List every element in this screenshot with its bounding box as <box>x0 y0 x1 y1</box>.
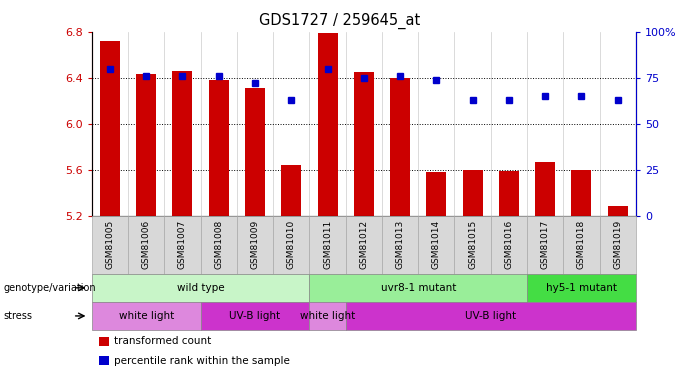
Text: GSM81017: GSM81017 <box>541 220 549 269</box>
Text: genotype/variation: genotype/variation <box>3 283 96 293</box>
Text: transformed count: transformed count <box>114 336 211 346</box>
Bar <box>136 74 156 216</box>
Text: stress: stress <box>3 311 33 321</box>
Text: GSM81019: GSM81019 <box>613 220 622 269</box>
Text: GSM81008: GSM81008 <box>214 220 223 269</box>
Text: UV-B light: UV-B light <box>465 311 516 321</box>
Text: white light: white light <box>300 311 355 321</box>
Text: UV-B light: UV-B light <box>229 311 281 321</box>
Bar <box>535 162 555 216</box>
Bar <box>209 80 228 216</box>
Bar <box>499 171 519 216</box>
Bar <box>390 78 410 216</box>
Text: uvr8-1 mutant: uvr8-1 mutant <box>381 283 456 293</box>
Bar <box>100 41 120 216</box>
Text: GSM81013: GSM81013 <box>396 220 405 269</box>
Bar <box>318 33 337 216</box>
Text: GSM81006: GSM81006 <box>141 220 151 269</box>
Bar <box>462 170 483 216</box>
Text: percentile rank within the sample: percentile rank within the sample <box>114 356 290 366</box>
Text: GSM81005: GSM81005 <box>105 220 114 269</box>
Text: GSM81018: GSM81018 <box>577 220 586 269</box>
Bar <box>245 88 265 216</box>
Bar <box>608 206 628 216</box>
Text: white light: white light <box>118 311 174 321</box>
Text: GSM81007: GSM81007 <box>178 220 187 269</box>
Bar <box>571 170 592 216</box>
Bar <box>426 172 446 216</box>
Bar <box>354 72 374 216</box>
Bar <box>173 71 192 216</box>
Text: GSM81016: GSM81016 <box>505 220 513 269</box>
Text: GSM81010: GSM81010 <box>287 220 296 269</box>
Text: GSM81012: GSM81012 <box>359 220 369 269</box>
Text: GSM81014: GSM81014 <box>432 220 441 269</box>
Text: GDS1727 / 259645_at: GDS1727 / 259645_at <box>259 13 421 29</box>
Text: GSM81009: GSM81009 <box>250 220 260 269</box>
Bar <box>282 165 301 216</box>
Text: GSM81015: GSM81015 <box>468 220 477 269</box>
Text: hy5-1 mutant: hy5-1 mutant <box>546 283 617 293</box>
Text: wild type: wild type <box>177 283 224 293</box>
Text: GSM81011: GSM81011 <box>323 220 332 269</box>
